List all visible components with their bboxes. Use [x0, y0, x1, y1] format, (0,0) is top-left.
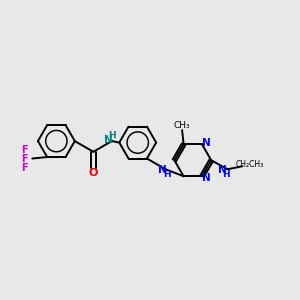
Text: N: N	[158, 165, 167, 176]
Text: CH₂CH₃: CH₂CH₃	[236, 160, 264, 169]
Text: H: H	[222, 170, 230, 179]
Text: F: F	[22, 163, 28, 173]
Text: N: N	[218, 165, 227, 175]
Text: O: O	[88, 168, 98, 178]
Text: CH₃: CH₃	[174, 121, 190, 130]
Text: F: F	[22, 145, 28, 155]
Text: H: H	[108, 131, 116, 140]
Text: F: F	[22, 154, 28, 164]
Text: N: N	[202, 173, 211, 183]
Text: H: H	[163, 170, 171, 179]
Text: N: N	[202, 138, 211, 148]
Text: N: N	[103, 135, 112, 145]
